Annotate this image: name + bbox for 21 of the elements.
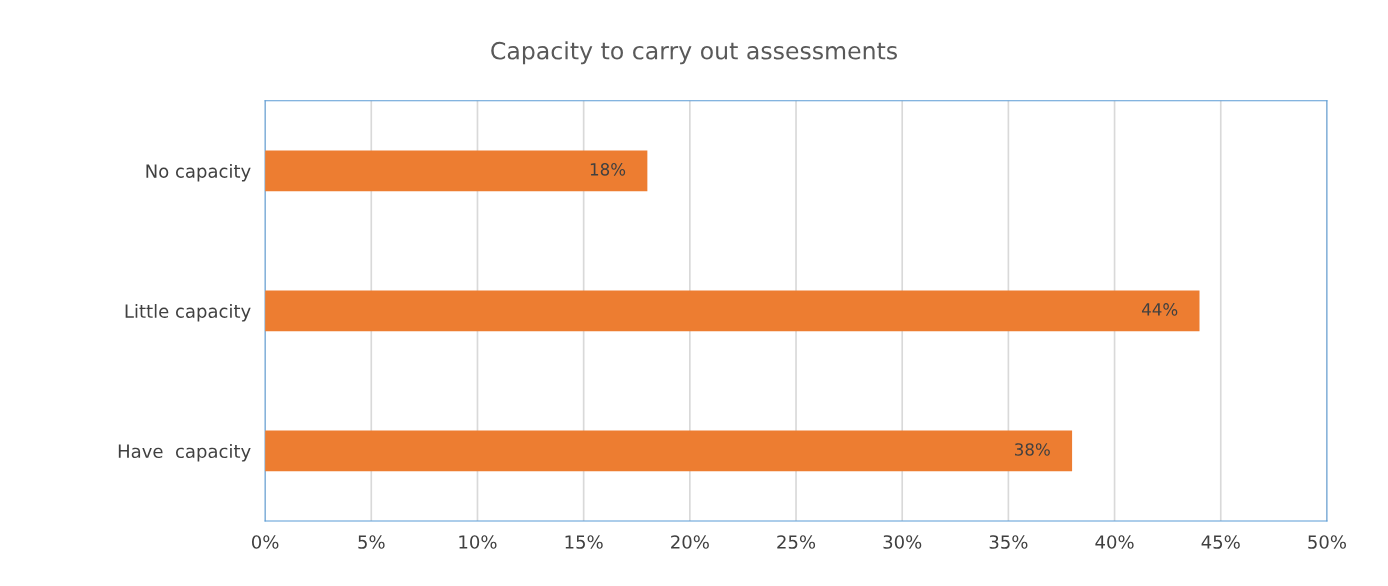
data-label: 38%: [1015, 443, 1050, 456]
x-tick-label: 25%: [777, 535, 816, 549]
x-tick-label: 5%: [358, 535, 385, 549]
x-tick-label: 45%: [1201, 535, 1240, 549]
y-tick-label: Little capacity: [125, 304, 251, 322]
x-tick-label: 10%: [459, 535, 497, 549]
bar: [265, 150, 648, 192]
x-tick-label: 30%: [883, 535, 922, 549]
x-tick-label: 15%: [565, 535, 603, 549]
chart-title: Capacity to carry out assessments: [491, 41, 897, 65]
x-tick-label: 50%: [1308, 535, 1346, 549]
bar: [265, 430, 1073, 472]
x-tick-label: 40%: [1095, 535, 1134, 549]
y-tick-label: No capacity: [146, 163, 251, 182]
y-tick-label: Have capacity: [118, 444, 251, 462]
x-tick-label: 0%: [251, 535, 279, 549]
bar: [265, 290, 1200, 332]
data-label: 18%: [590, 163, 626, 176]
x-tick-label: 35%: [989, 535, 1028, 549]
x-tick-label: 20%: [671, 535, 709, 549]
data-label: 44%: [1141, 303, 1178, 316]
